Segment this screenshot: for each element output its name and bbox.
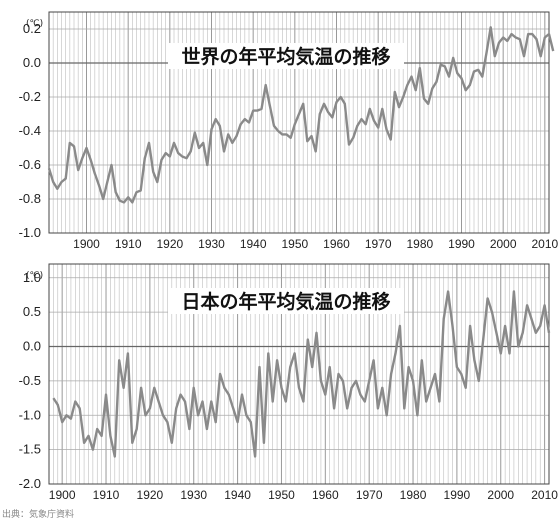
y-tick-label: -0.5 — [19, 373, 41, 388]
x-tick-label: 2010 — [531, 237, 558, 251]
x-tick-label: 1950 — [281, 237, 308, 251]
x-tick-label: 1910 — [93, 488, 120, 502]
y-tick-label: -1.5 — [19, 442, 41, 457]
y-tick-label: -0.6 — [19, 157, 41, 172]
x-tick-label: 1970 — [356, 488, 383, 502]
x-tick-label: 1910 — [115, 237, 142, 251]
x-tick-label: 1970 — [365, 237, 392, 251]
x-tick-label: 1900 — [73, 237, 100, 251]
chart-title: 日本の年平均気温の推移 — [181, 290, 390, 313]
y-tick-label: 0.0 — [23, 55, 41, 70]
x-tick-label: 1940 — [224, 488, 251, 502]
y-tick-label: 0.5 — [23, 304, 41, 319]
world-temperature-chart: 0.2 0.0 -0.2 -0.4 -0.6 -0.8 -1.0 (℃) 1900 1910 192… — [19, 11, 559, 251]
x-tick-label: 1920 — [137, 488, 164, 502]
y-tick-label: 0.2 — [23, 21, 41, 36]
grid — [48, 264, 550, 485]
temperature-series-line — [47, 26, 555, 204]
y-tick-label: -0.2 — [19, 89, 41, 104]
plot-frame — [48, 11, 550, 234]
x-tick-label: 1980 — [406, 237, 433, 251]
chart-title-backdrop — [168, 288, 404, 314]
x-tick-label: 1930 — [180, 488, 207, 502]
x-tick-label: 1940 — [240, 237, 267, 251]
unit-label: (℃) — [26, 271, 43, 281]
y-tick-label: -0.4 — [19, 123, 41, 138]
y-tick-label: -0.8 — [19, 191, 41, 206]
x-tick-label: 2010 — [531, 488, 558, 502]
chart-title: 世界の年平均気温の推移 — [181, 45, 390, 68]
unit-label: (℃) — [26, 19, 43, 29]
x-tick-label: 1900 — [49, 488, 76, 502]
y-tick-label: -1.0 — [19, 225, 41, 240]
temperature-series-line — [52, 290, 551, 458]
y-tick-label: -2.0 — [19, 476, 41, 491]
x-tick-label: 2000 — [487, 488, 514, 502]
y-tick-label: -1.0 — [19, 407, 41, 422]
x-tick-label: 1980 — [400, 488, 427, 502]
plot-frame — [48, 263, 550, 485]
y-tick-label: 0.0 — [23, 339, 41, 354]
x-tick-label: 1950 — [268, 488, 295, 502]
x-tick-label: 1960 — [323, 237, 350, 251]
source-note: 出典：気象庁資料 — [2, 509, 75, 519]
japan-temperature-chart: 1.0 0.5 0.0 -0.5 -1.0 -1.5 -2.0 (℃) 1900 1910 1920… — [19, 263, 558, 502]
x-tick-label: 1990 — [448, 237, 475, 251]
chart-title-backdrop — [168, 43, 404, 69]
x-tick-label: 1990 — [444, 488, 471, 502]
x-tick-label: 1960 — [312, 488, 339, 502]
x-tick-label: 1920 — [156, 237, 183, 251]
x-tick-label: 2000 — [490, 237, 517, 251]
x-tick-label: 1930 — [198, 237, 225, 251]
y-tick-label: 1.0 — [23, 270, 41, 285]
